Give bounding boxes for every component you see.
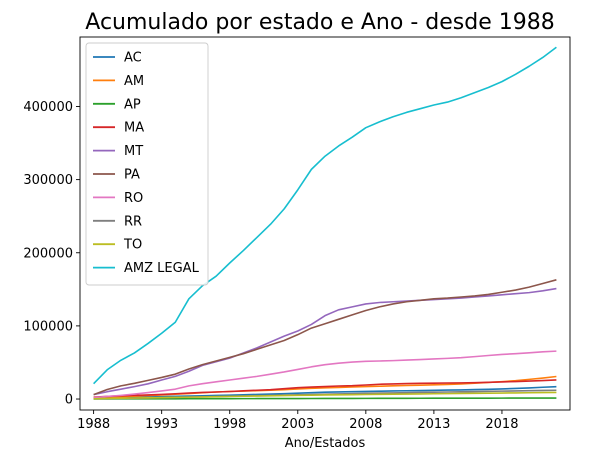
legend-label-amz-legal: AMZ LEGAL xyxy=(124,261,200,276)
legend-label-am: AM xyxy=(124,74,144,89)
x-tick-label: 1993 xyxy=(145,417,178,432)
series-line-amz-legal xyxy=(93,46,557,385)
series-line-pa xyxy=(93,279,557,396)
legend-label-pa: PA xyxy=(124,168,140,183)
series-line-ac xyxy=(93,385,557,400)
x-tick-label: 2008 xyxy=(349,417,382,432)
series-line-ro xyxy=(93,350,557,399)
y-tick-label: 200000 xyxy=(23,246,73,261)
legend-label-to: TO xyxy=(123,238,142,253)
x-tick-label: 1988 xyxy=(77,417,110,432)
x-tick-label: 2018 xyxy=(485,417,518,432)
legend-label-rr: RR xyxy=(124,214,142,229)
legend-label-ap: AP xyxy=(124,97,141,112)
y-tick-label: 400000 xyxy=(23,100,73,115)
legend-label-mt: MT xyxy=(124,144,143,159)
y-axis: 0 100000 200000 300000 400000 xyxy=(23,100,80,408)
series-line-ma xyxy=(93,379,557,398)
y-tick-label: 300000 xyxy=(23,173,73,188)
series-line-to xyxy=(93,391,557,400)
x-axis: 1988 1993 1998 2003 2008 2013 2018 xyxy=(77,410,518,432)
y-tick-label: 0 xyxy=(65,393,73,408)
y-tick-label: 100000 xyxy=(23,319,73,334)
legend-label-ac: AC xyxy=(124,51,142,66)
series-line-ap xyxy=(93,397,557,400)
x-axis-label: Ano/Estados xyxy=(285,436,366,451)
legend-box xyxy=(85,42,209,286)
legend-label-ma: MA xyxy=(124,121,144,136)
x-tick-label: 2013 xyxy=(417,417,450,432)
axes-frame xyxy=(79,36,571,411)
series-layer xyxy=(93,46,557,400)
legend-label-ro: RO xyxy=(124,191,143,206)
series-line-mt xyxy=(93,287,557,396)
x-tick-label: 1998 xyxy=(213,417,246,432)
chart-title: Acumulado por estado e Ano - desde 1988 xyxy=(85,10,554,35)
legend: AC AM AP MA MT PA RO RR TO AMZ LEGAL xyxy=(85,42,209,286)
x-tick-label: 2003 xyxy=(281,417,314,432)
